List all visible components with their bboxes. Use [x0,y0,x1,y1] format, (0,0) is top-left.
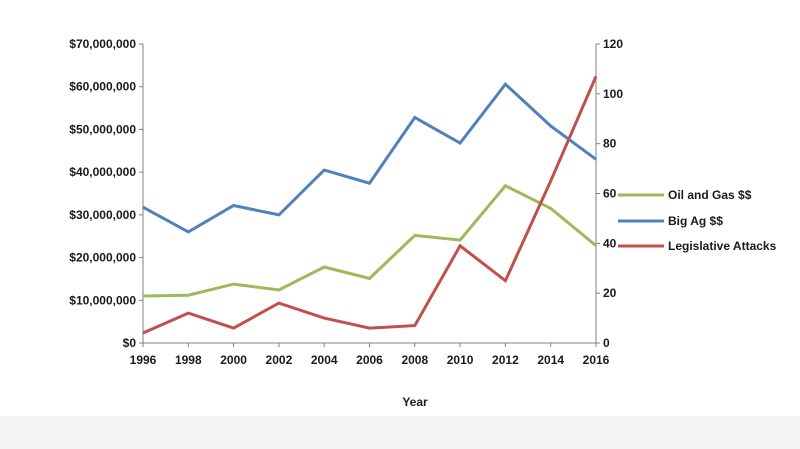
right-y-tick-label: 0 [603,336,610,350]
x-axis-title: Year [402,395,428,409]
left-y-tick-label: $10,000,000 [69,293,136,307]
right-y-tick-label: 80 [603,137,617,151]
left-y-tick-label: $20,000,000 [69,251,136,265]
left-y-tick-label: $40,000,000 [69,165,136,179]
left-y-tick-label: $0 [123,336,137,350]
x-tick-label: 1996 [130,353,157,367]
x-tick-label: 2000 [220,353,247,367]
legend-label-oil-and-gas: Oil and Gas $$ [668,188,752,202]
plot-area [142,44,597,344]
x-tick-label: 2014 [537,353,564,367]
left-y-tick-label: $60,000,000 [69,80,136,94]
right-y-tick-label: 120 [603,37,623,51]
right-y-tick-label: 60 [603,187,617,201]
left-y-tick-label: $50,000,000 [69,122,136,136]
x-tick-label: 2004 [311,353,338,367]
left-y-tick-label: $70,000,000 [69,37,136,51]
right-y-tick-label: 40 [603,236,617,250]
legend-label-big-ag: Big Ag $$ [668,214,723,228]
series-layer [142,75,598,335]
legend-label-legislative-attacks: Legislative Attacks [668,239,777,253]
bottom-band [0,416,800,449]
x-tick-label: 2016 [583,353,610,367]
series-line-oil-and-gas [142,183,597,298]
tick-layer: $0 $10,000,000 $20,000,000 $30,000,000 $40,0… [69,37,623,367]
series-line-legislative-attacks [142,75,598,335]
series-line-big-ag [142,81,597,234]
right-y-tick-label: 100 [603,87,623,101]
x-tick-label: 2008 [401,353,428,367]
x-tick-label: 2006 [356,353,383,367]
x-tick-label: 2012 [492,353,519,367]
right-y-tick-label: 20 [603,286,617,300]
x-tick-label: 2002 [266,353,293,367]
x-tick-label: 1998 [175,353,202,367]
legend: Oil and Gas $$ Big Ag $$ Legislative Attac… [618,188,777,253]
left-y-tick-label: $30,000,000 [69,208,136,222]
x-tick-label: 2010 [447,353,474,367]
